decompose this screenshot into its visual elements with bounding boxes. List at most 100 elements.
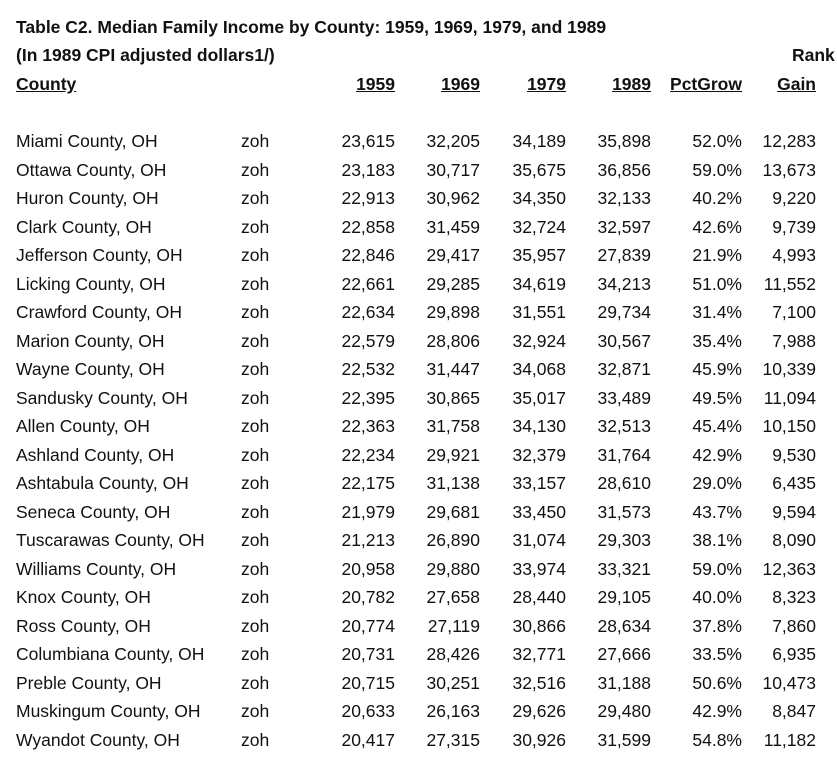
cell-value: 10,339: [762, 359, 816, 380]
cell-value: 42.9%: [692, 701, 742, 722]
cell-value: 31,764: [597, 444, 651, 465]
cell-value: 31,551: [512, 302, 566, 323]
cell-value: 8,847: [772, 701, 816, 722]
county-code: zoh: [241, 558, 270, 579]
county-name: Seneca County, OH: [16, 501, 171, 522]
county-name: Muskingum County, OH: [16, 701, 201, 722]
cell-value: 27,839: [597, 245, 651, 266]
cell-value: 20,715: [341, 672, 395, 693]
cell-value: 29,303: [597, 530, 651, 551]
county-name: Tuscarawas County, OH: [16, 530, 205, 551]
cell-value: 9,594: [772, 501, 816, 522]
cell-value: 10,473: [762, 672, 816, 693]
cell-value: 21,213: [341, 530, 395, 551]
cell-value: 31,447: [426, 359, 480, 380]
cell-value: 30,865: [426, 387, 480, 408]
cell-value: 50.6%: [692, 672, 742, 693]
cell-value: 43.7%: [692, 501, 742, 522]
cell-value: 59.0%: [692, 558, 742, 579]
county-code: zoh: [241, 159, 270, 180]
county-code: zoh: [241, 302, 270, 323]
cell-value: 34,213: [597, 273, 651, 294]
cell-value: 7,988: [772, 330, 816, 351]
cell-value: 22,175: [341, 473, 395, 494]
cell-value: 28,634: [597, 615, 651, 636]
cell-value: 34,068: [512, 359, 566, 380]
cell-value: 36,856: [597, 159, 651, 180]
county-code: zoh: [241, 615, 270, 636]
cell-value: 28,426: [426, 644, 480, 665]
cell-value: 42.9%: [692, 444, 742, 465]
county-code: zoh: [241, 359, 270, 380]
column-header: Gain: [777, 74, 816, 94]
cell-value: 29,417: [426, 245, 480, 266]
county-code: zoh: [241, 444, 270, 465]
county-name: Ottawa County, OH: [16, 159, 167, 180]
cell-value: 29,285: [426, 273, 480, 294]
cell-value: 30,926: [512, 729, 566, 750]
cell-value: 9,220: [772, 188, 816, 209]
cell-value: 22,634: [341, 302, 395, 323]
county-name: Crawford County, OH: [16, 302, 182, 323]
column-header: 1959: [356, 74, 395, 94]
cell-value: 33.5%: [692, 644, 742, 665]
cell-value: 32,771: [512, 644, 566, 665]
cell-value: 12,363: [762, 558, 816, 579]
cell-value: 12,283: [762, 131, 816, 151]
cell-value: 22,532: [341, 359, 395, 380]
cell-value: 31.4%: [692, 302, 742, 323]
cell-value: 9,739: [772, 216, 816, 237]
cell-value: 33,974: [512, 558, 566, 579]
cell-value: 22,363: [341, 416, 395, 437]
cell-value: 32,871: [597, 359, 651, 380]
county-code: zoh: [241, 530, 270, 551]
cell-value: 26,163: [426, 701, 480, 722]
cell-value: 27,658: [426, 587, 480, 608]
cell-value: 30,567: [597, 330, 651, 351]
county-name: Wyandot County, OH: [16, 729, 180, 750]
cell-value: 30,962: [426, 188, 480, 209]
cell-value: 20,958: [341, 558, 395, 579]
cell-value: 42.6%: [692, 216, 742, 237]
cell-value: 13,673: [762, 159, 816, 180]
column-header: 1979: [527, 74, 566, 94]
county-name: Licking County, OH: [16, 273, 166, 294]
county-name: Sandusky County, OH: [16, 387, 188, 408]
cell-value: 31,188: [597, 672, 651, 693]
cell-value: 29,105: [597, 587, 651, 608]
cell-value: 31,459: [426, 216, 480, 237]
county-code: zoh: [241, 330, 270, 351]
cell-value: 35.4%: [692, 330, 742, 351]
cell-value: 34,619: [512, 273, 566, 294]
county-name: Ashland County, OH: [16, 444, 175, 465]
cell-value: 32,516: [512, 672, 566, 693]
county-name: Ross County, OH: [16, 615, 151, 636]
county-code: zoh: [241, 587, 270, 608]
cell-value: 32,924: [512, 330, 566, 351]
cell-value: 35,957: [512, 245, 566, 266]
cell-value: 23,183: [341, 159, 395, 180]
cell-value: 31,758: [426, 416, 480, 437]
cell-value: 11,552: [763, 273, 816, 294]
cell-value: 40.2%: [692, 188, 742, 209]
county-code: zoh: [241, 644, 270, 665]
cell-value: 52.0%: [692, 131, 742, 151]
column-header: 1989: [612, 74, 651, 94]
county-code: zoh: [241, 729, 270, 750]
cell-value: 28,806: [426, 330, 480, 351]
cell-value: 27,315: [426, 729, 480, 750]
cell-value: 22,846: [341, 245, 395, 266]
county-name: Ashtabula County, OH: [16, 473, 189, 494]
county-code: zoh: [241, 245, 270, 266]
cell-value: 22,661: [341, 273, 395, 294]
cell-value: 34,189: [512, 131, 566, 151]
county-code: zoh: [241, 387, 270, 408]
cell-value: 30,717: [426, 159, 480, 180]
cell-value: 51.0%: [692, 273, 742, 294]
cell-value: 21.9%: [692, 245, 742, 266]
cell-value: 29,880: [426, 558, 480, 579]
cell-value: 7,100: [772, 302, 816, 323]
county-name: Clark County, OH: [16, 216, 152, 237]
cell-value: 29,921: [426, 444, 480, 465]
